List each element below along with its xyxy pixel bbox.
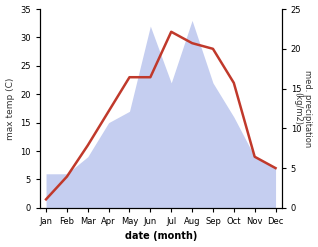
- X-axis label: date (month): date (month): [125, 231, 197, 242]
- Y-axis label: max temp (C): max temp (C): [5, 77, 15, 140]
- Y-axis label: med. precipitation
(kg/m2): med. precipitation (kg/m2): [293, 70, 313, 147]
